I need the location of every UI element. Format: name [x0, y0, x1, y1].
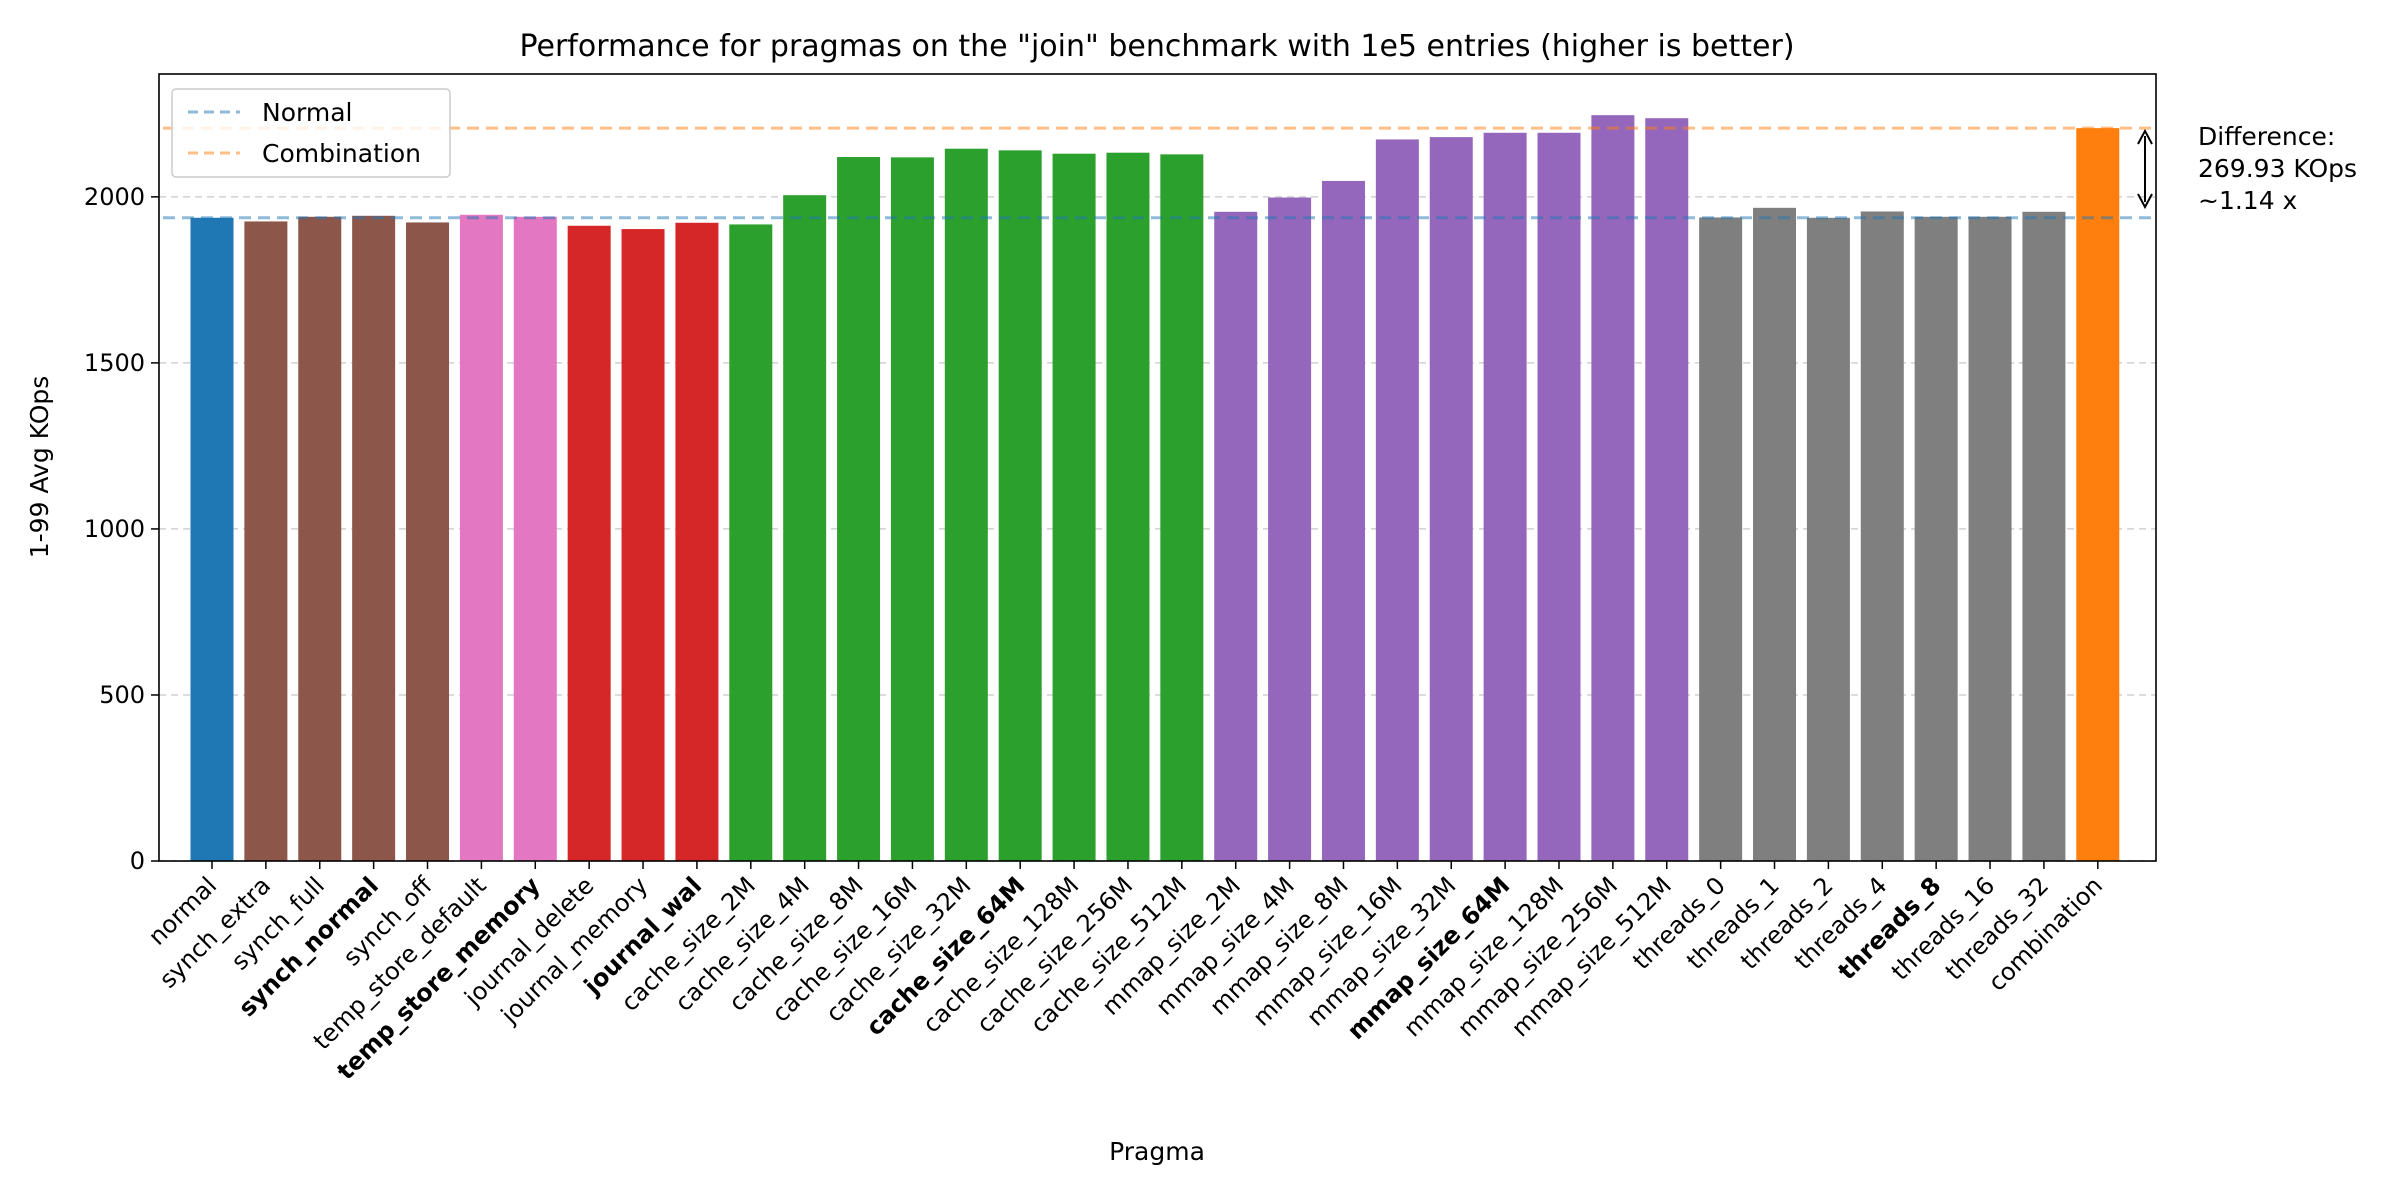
difference-arrow-head-bottom	[2137, 193, 2153, 210]
bar-cache-size-64M	[998, 150, 1042, 861]
difference-arrow-head-top	[2137, 128, 2153, 145]
bar-threads-8	[1914, 216, 1958, 861]
plot-frame	[158, 73, 2157, 862]
reference-lines	[163, 126, 2152, 220]
difference-text-line-2: 269.93 KOps	[2198, 154, 2357, 183]
bar-temp-store-memory	[513, 216, 557, 861]
bar-threads-2	[1806, 217, 1850, 862]
bar-mmap-size-8M	[1321, 180, 1365, 862]
grid	[159, 196, 2156, 862]
y-tick-label: 1000	[84, 515, 145, 543]
bar-cache-size-2M	[729, 224, 773, 861]
bar-mmap-size-16M	[1375, 139, 1419, 861]
bar-cache-size-32M	[944, 148, 988, 861]
bar-synch-off	[406, 222, 450, 861]
legend-label-normal: Normal	[262, 98, 352, 127]
bar-threads-0	[1699, 217, 1743, 861]
y-tick-label: 500	[99, 681, 145, 709]
bar-cache-size-4M	[783, 195, 827, 861]
bar-mmap-size-512M	[1645, 118, 1689, 861]
bar-temp-store-default	[459, 214, 503, 861]
bars	[190, 115, 2120, 862]
y-axis-label: 1-99 Avg KOps	[25, 376, 54, 559]
legend[interactable]: Normal Combination	[171, 88, 451, 178]
bar-normal	[190, 217, 234, 862]
chart-title: Performance for pragmas on the "join" be…	[519, 29, 1794, 64]
bar-cache-size-128M	[1052, 153, 1096, 862]
legend-label-combination: Combination	[262, 139, 421, 168]
x-axis-label: Pragma	[1109, 1137, 1205, 1166]
bar-threads-1	[1753, 207, 1797, 861]
y-tick-label: 0	[130, 847, 145, 875]
legend-box	[171, 88, 451, 178]
difference-text-line-3: ~1.14 x	[2198, 186, 2297, 215]
difference-annotation: Difference: 269.93 KOps ~1.14 x	[2137, 122, 2357, 215]
y-tick-label: 2000	[84, 183, 145, 211]
bar-mmap-size-2M	[1214, 211, 1258, 862]
bar-mmap-size-4M	[1268, 197, 1312, 861]
bar-combination	[2076, 128, 2120, 861]
bar-synch-extra	[244, 221, 288, 861]
bar-cache-size-8M	[837, 157, 881, 862]
difference-text-line-1: Difference:	[2198, 122, 2335, 151]
bar-journal-memory	[621, 229, 665, 861]
bar-mmap-size-32M	[1429, 137, 1473, 861]
y-tick-label: 1500	[84, 349, 145, 377]
bar-threads-16	[1968, 216, 2012, 861]
bar-threads-4	[1860, 211, 1904, 861]
bar-mmap-size-128M	[1537, 132, 1581, 862]
bar-mmap-size-256M	[1591, 115, 1635, 861]
bar-cache-size-256M	[1106, 152, 1150, 861]
bar-journal-delete	[567, 225, 611, 861]
bar-synch-normal	[352, 215, 396, 861]
bar-mmap-size-64M	[1483, 132, 1527, 862]
x-axis: normalsynch_extrasynch_fullsynch_normals…	[143, 861, 2108, 1085]
bar-journal-wal	[675, 222, 719, 862]
bar-cache-size-512M	[1160, 154, 1204, 861]
bar-cache-size-16M	[890, 157, 934, 861]
y-axis: 0 500 1000 1500 2000	[84, 183, 159, 875]
bar-threads-32	[2022, 211, 2066, 862]
bar-synch-full	[298, 216, 342, 861]
